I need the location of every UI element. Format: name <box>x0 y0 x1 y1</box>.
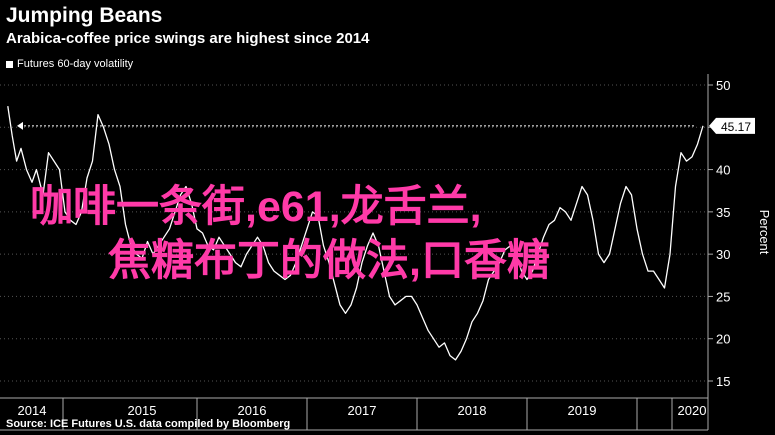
marks: 45.17 <box>7 106 755 361</box>
y-tick-label: 35 <box>716 205 730 220</box>
legend-swatch <box>6 60 13 68</box>
y-tick-label: 30 <box>716 247 730 262</box>
y-tick-label: 50 <box>716 78 730 93</box>
x-tick-label: 2020 <box>678 403 707 418</box>
reference-arrow-icon <box>17 121 23 130</box>
x-tick-label: 2019 <box>568 403 597 418</box>
last-value-tag <box>709 117 755 134</box>
y-tick-label: 20 <box>716 332 730 347</box>
y-tick-label: 40 <box>716 163 730 178</box>
x-tick-label: 2018 <box>458 403 487 418</box>
grid <box>0 84 708 382</box>
x-tick-label: 2014 <box>18 403 47 418</box>
legend-label: Futures 60-day volatility <box>17 58 134 70</box>
chart-title: Jumping Beans <box>6 4 163 27</box>
x-tick-label: 2015 <box>128 403 157 418</box>
y-tick-label: 15 <box>716 374 730 389</box>
y-axis-label: Percent <box>757 210 772 255</box>
last-value-label: 45.17 <box>721 120 751 134</box>
source-note: Source: ICE Futures U.S. data compiled b… <box>6 418 291 430</box>
y-tick-label: 25 <box>716 289 730 304</box>
series-line <box>7 106 704 361</box>
x-tick-label: 2016 <box>238 403 267 418</box>
x-tick-label: 2017 <box>348 403 377 418</box>
legend: Futures 60-day volatility <box>6 58 133 70</box>
chart-subtitle: Arabica-coffee price swings are highest … <box>6 30 370 47</box>
